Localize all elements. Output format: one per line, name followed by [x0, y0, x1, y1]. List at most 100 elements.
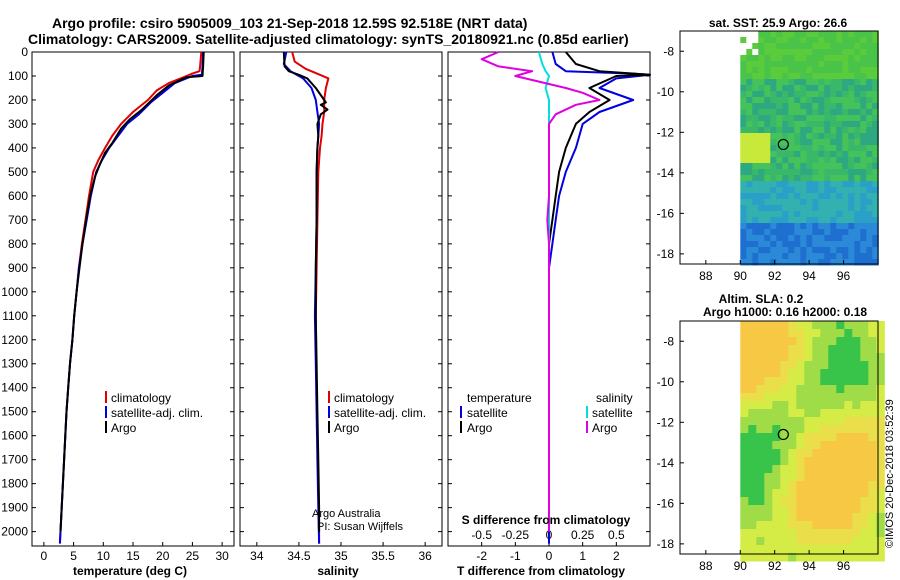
map-cell	[764, 145, 771, 152]
map-cell	[824, 235, 831, 242]
map-cell	[836, 157, 843, 164]
map-cell	[818, 217, 825, 224]
map-cell	[746, 61, 753, 68]
map-cell	[788, 91, 795, 98]
map-cell	[796, 361, 805, 370]
temperature-legend: climatology satellite-adj. clim. Argo	[105, 391, 203, 435]
map-cell	[836, 457, 845, 466]
map-cell	[820, 393, 829, 402]
map-cell	[746, 157, 753, 164]
map-cell	[804, 513, 813, 522]
map-cell	[772, 377, 781, 386]
map-cell	[772, 369, 781, 378]
map-cell	[780, 377, 789, 386]
map-cell	[806, 217, 813, 224]
map-cell	[848, 109, 855, 116]
map-cell	[828, 537, 837, 546]
map-cell	[782, 169, 789, 176]
map-cell	[764, 537, 773, 546]
map-cell	[848, 139, 855, 146]
map-cell	[872, 73, 879, 80]
map-cell	[770, 199, 777, 206]
map-cell	[872, 211, 879, 218]
map-cell	[796, 369, 805, 378]
map-cell	[776, 133, 783, 140]
map-cell	[812, 163, 819, 170]
map-cell	[854, 91, 861, 98]
map-cell	[828, 337, 837, 346]
map-cell	[828, 441, 837, 450]
map-cell	[854, 241, 861, 248]
map-cell	[866, 115, 873, 122]
map-cell	[764, 441, 773, 450]
map-cell	[758, 193, 765, 200]
map-cell	[764, 223, 771, 230]
map-cell	[836, 425, 845, 434]
map-cell	[806, 175, 813, 182]
map-cell	[746, 229, 753, 236]
map-cell	[836, 417, 845, 426]
map-cell	[758, 241, 765, 248]
map-cell	[828, 433, 837, 442]
map-cell	[812, 529, 821, 538]
map-cell	[746, 211, 753, 218]
map-cell	[812, 449, 821, 458]
map-cell	[796, 393, 805, 402]
map-cell	[758, 259, 765, 266]
map-cell	[836, 139, 843, 146]
map-cell	[764, 103, 771, 110]
x-tick-label: -2	[476, 549, 487, 563]
map-cell	[800, 43, 807, 50]
map-cell	[780, 433, 789, 442]
map-cell	[830, 97, 837, 104]
map-cell	[800, 181, 807, 188]
map-cell	[780, 369, 789, 378]
map-cell	[812, 521, 821, 530]
map-cell	[800, 73, 807, 80]
map-cell	[748, 481, 757, 490]
map-cell	[812, 441, 821, 450]
map-cell	[788, 433, 797, 442]
map-cell	[780, 457, 789, 466]
map-cell	[794, 175, 801, 182]
map-cell	[828, 529, 837, 538]
map-cell	[752, 73, 759, 80]
map-cell	[800, 253, 807, 260]
map-cell	[818, 79, 825, 86]
map-cell	[788, 385, 797, 394]
map-cell	[780, 537, 789, 546]
map-cell	[828, 457, 837, 466]
map-cell	[836, 241, 843, 248]
map-cell	[820, 489, 829, 498]
map-cell	[812, 73, 819, 80]
map-cell	[876, 337, 885, 346]
map-y-tick-label: -16	[657, 496, 675, 510]
map-cell	[756, 393, 765, 402]
map-cell	[820, 337, 829, 346]
map-cell	[740, 329, 749, 338]
map-cell	[836, 121, 843, 128]
depth-tick-label: 300	[8, 117, 28, 131]
map-cell	[788, 37, 795, 44]
map-cell	[794, 253, 801, 260]
map-cell	[876, 481, 885, 490]
map-cell	[746, 133, 753, 140]
map-cell	[788, 73, 795, 80]
map-cell	[780, 329, 789, 338]
map-cell	[818, 31, 825, 38]
map-cell	[800, 247, 807, 254]
map-cell	[842, 133, 849, 140]
map-cell	[776, 73, 783, 80]
map-cell	[806, 139, 813, 146]
map-cell	[860, 235, 867, 242]
map-cell	[788, 169, 795, 176]
map-cell	[746, 31, 753, 38]
map-cell	[830, 37, 837, 44]
map-cell	[746, 91, 753, 98]
map-cell	[824, 79, 831, 86]
map-cell	[756, 321, 765, 330]
map-cell	[852, 369, 861, 378]
map-cell	[782, 157, 789, 164]
map-cell	[804, 337, 813, 346]
map-cell	[868, 457, 877, 466]
